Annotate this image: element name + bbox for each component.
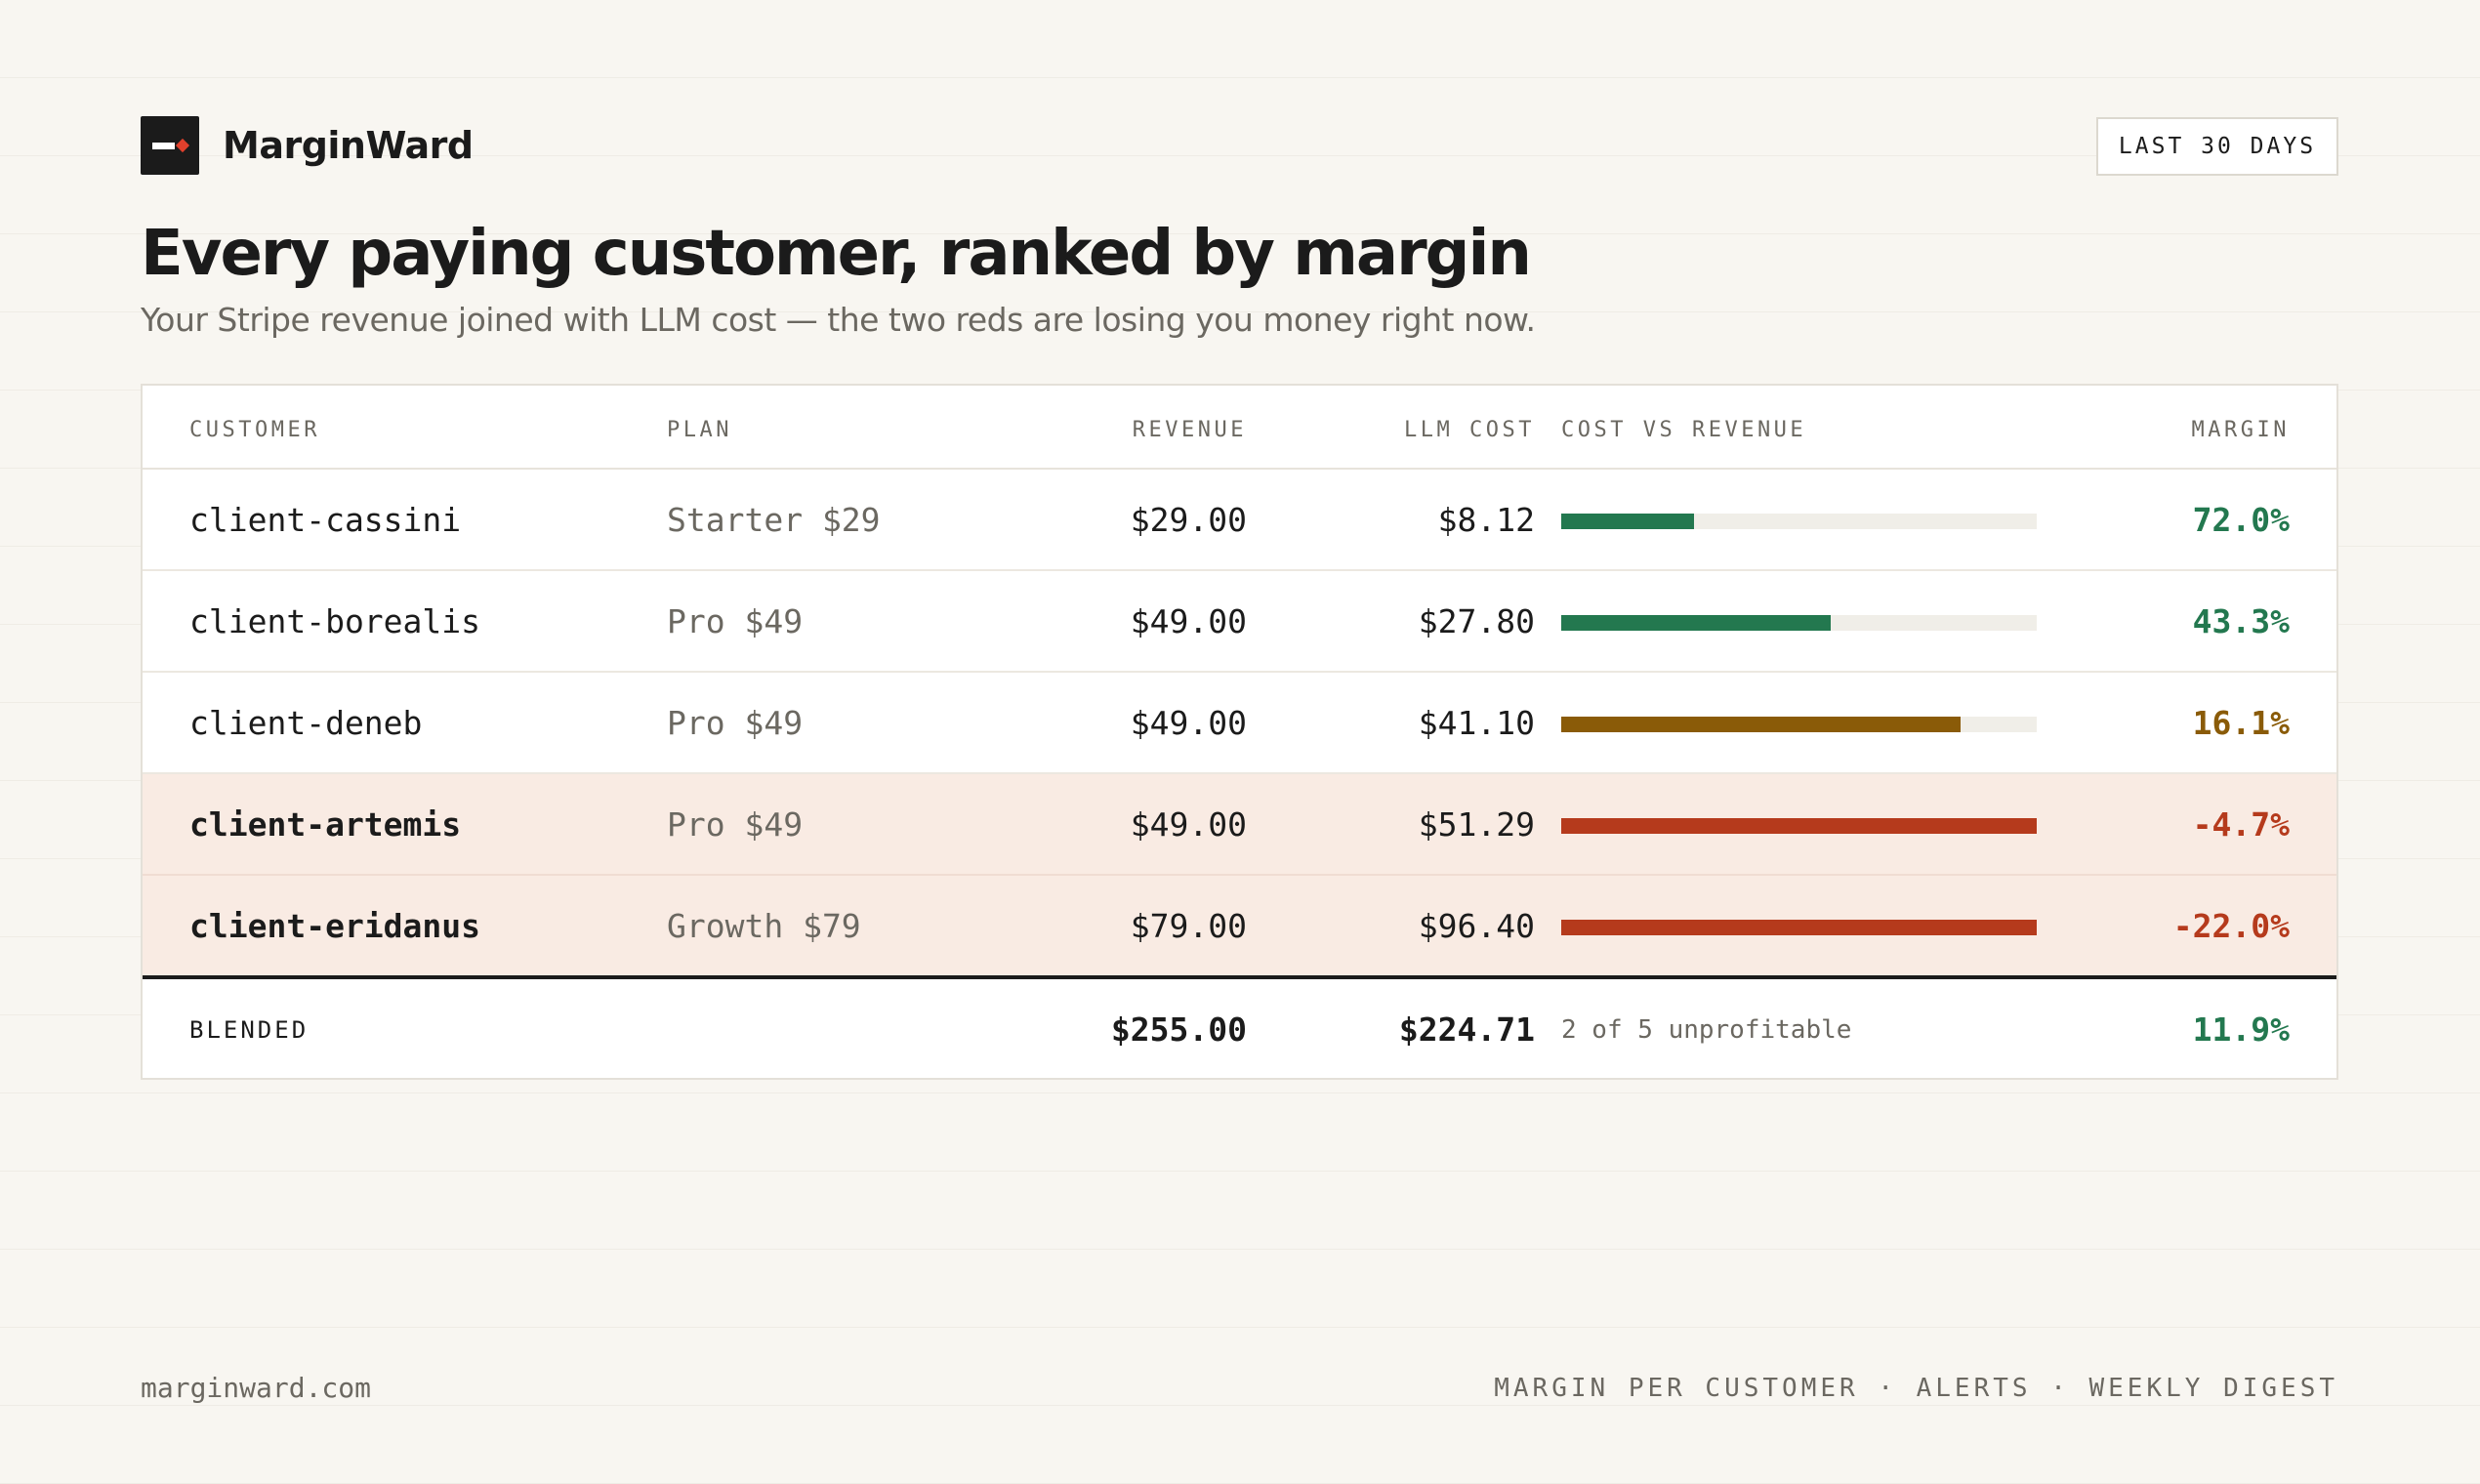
column-header-cost-vs-revenue[interactable]: COST VS REVENUE: [1561, 418, 1807, 442]
logo-icon: [141, 116, 199, 175]
llm-cost-value: $41.10: [1418, 704, 1535, 742]
plan-name: Pro $49: [667, 805, 804, 844]
column-header-plan[interactable]: PLAN: [667, 418, 732, 442]
revenue-value: $79.00: [1130, 907, 1247, 945]
cost-bar-track: [1561, 717, 2037, 732]
column-header-llm-cost[interactable]: LLM COST: [1404, 418, 1535, 442]
table-row[interactable]: client-deneb Pro $49 $49.00 $41.10 16.1%: [143, 673, 2336, 774]
top-bar: MarginWard LAST 30 DAYS: [141, 116, 2338, 176]
total-label: BLENDED: [189, 1016, 310, 1044]
cost-bar-fill: [1561, 615, 1832, 631]
customer-name: client-artemis: [189, 805, 462, 844]
total-divider: [143, 975, 2336, 979]
column-header-customer[interactable]: CUSTOMER: [189, 418, 320, 442]
footer-features: MARGIN PER CUSTOMER · ALERTS · WEEKLY DI…: [1494, 1374, 2338, 1403]
page-subtitle: Your Stripe revenue joined with LLM cost…: [141, 301, 1536, 339]
table-row[interactable]: client-eridanus Growth $79 $79.00 $96.40…: [143, 876, 2336, 975]
margin-value: -4.7%: [2192, 805, 2290, 844]
customer-name: client-deneb: [189, 704, 423, 742]
unprofitable-count: 2 of 5 unprofitable: [1561, 1015, 1852, 1045]
cost-bar-track: [1561, 514, 2037, 529]
cost-bar-fill: [1561, 717, 1961, 732]
margin-value: 43.3%: [2192, 602, 2290, 640]
footer-site-link[interactable]: marginward.com: [141, 1372, 372, 1404]
margin-value: -22.0%: [2172, 907, 2290, 945]
cost-bar-track: [1561, 818, 2037, 834]
plan-name: Growth $79: [667, 907, 861, 945]
revenue-value: $49.00: [1130, 704, 1247, 742]
margin-value: 16.1%: [2192, 704, 2290, 742]
llm-cost-value: $27.80: [1418, 602, 1535, 640]
column-header-revenue[interactable]: REVENUE: [1132, 418, 1247, 442]
revenue-value: $49.00: [1130, 805, 1247, 844]
plan-name: Pro $49: [667, 704, 804, 742]
revenue-value: $29.00: [1130, 501, 1247, 539]
total-revenue: $255.00: [1110, 1010, 1247, 1049]
table-row[interactable]: client-borealis Pro $49 $49.00 $27.80 43…: [143, 571, 2336, 673]
margin-value: 72.0%: [2192, 501, 2290, 539]
date-range-button[interactable]: LAST 30 DAYS: [2096, 117, 2338, 176]
plan-name: Starter $29: [667, 501, 881, 539]
table-row[interactable]: client-artemis Pro $49 $49.00 $51.29 -4.…: [143, 774, 2336, 876]
llm-cost-value: $8.12: [1437, 501, 1535, 539]
llm-cost-value: $96.40: [1418, 907, 1535, 945]
margin-table: CUSTOMER PLAN REVENUE LLM COST COST VS R…: [141, 384, 2338, 1080]
total-margin: 11.9%: [2192, 1010, 2290, 1049]
page-title: Every paying customer, ranked by margin: [141, 218, 1532, 290]
brand-name: MarginWard: [223, 124, 474, 167]
cost-bar-track: [1561, 920, 2037, 935]
llm-cost-value: $51.29: [1418, 805, 1535, 844]
cost-bar-track: [1561, 615, 2037, 631]
total-row: BLENDED $255.00 $224.71 2 of 5 unprofita…: [143, 979, 2336, 1079]
customer-name: client-borealis: [189, 602, 481, 640]
page: MarginWard LAST 30 DAYS Every paying cus…: [141, 0, 2338, 1484]
cost-bar-fill: [1561, 920, 2037, 935]
customer-name: client-eridanus: [189, 907, 481, 945]
revenue-value: $49.00: [1130, 602, 1247, 640]
cost-bar-fill: [1561, 818, 2037, 834]
column-header-margin[interactable]: MARGIN: [2191, 418, 2290, 442]
customer-name: client-cassini: [189, 501, 462, 539]
cost-bar-fill: [1561, 514, 1695, 529]
total-llm-cost: $224.71: [1398, 1010, 1535, 1049]
table-header: CUSTOMER PLAN REVENUE LLM COST COST VS R…: [143, 386, 2336, 470]
plan-name: Pro $49: [667, 602, 804, 640]
table-row[interactable]: client-cassini Starter $29 $29.00 $8.12 …: [143, 470, 2336, 571]
